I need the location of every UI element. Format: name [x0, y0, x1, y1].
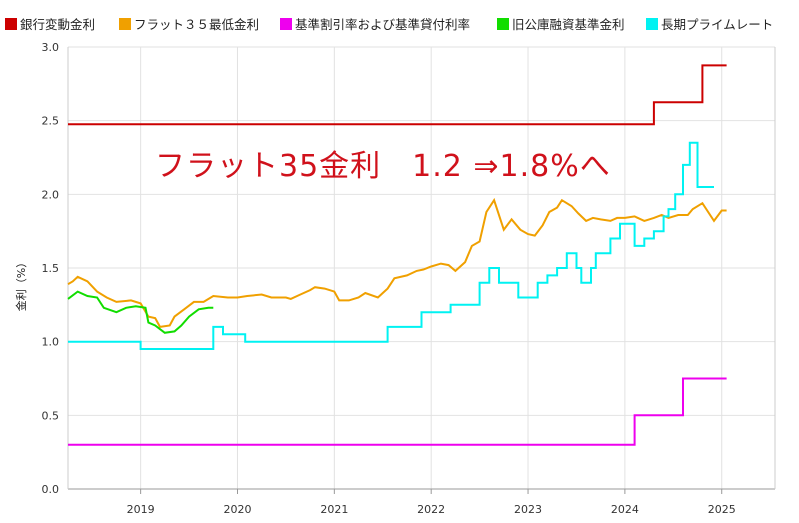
x-tick-label: 2020	[223, 503, 251, 516]
legend-label-2: フラット３５最低金利	[134, 17, 259, 32]
series-line-2	[67, 197, 727, 328]
series-line-1	[68, 64, 727, 126]
legend-swatch-5	[646, 18, 658, 30]
series-line-3	[68, 377, 727, 446]
y-tick-label: 2.0	[42, 188, 60, 201]
grid	[68, 46, 775, 490]
legend-swatch-3	[280, 18, 292, 30]
y-tick-label: 1.0	[42, 336, 60, 349]
axes: 0.0 0.5 1.0 1.5 2.0 2.5 3.0 2019 2020 2021 2022 202…	[42, 41, 776, 516]
x-tick-label: 2023	[514, 503, 542, 516]
legend-label-4: 旧公庫融資基準金利	[512, 17, 625, 32]
series-line-5	[68, 141, 714, 350]
legend-label-1: 銀行変動金利	[20, 17, 95, 32]
y-tick-label: 2.5	[42, 115, 60, 128]
x-tick-label: 2021	[320, 503, 348, 516]
legend-label-3: 基準割引率および基準貸付利率	[295, 17, 470, 32]
y-tick-label: 0.0	[42, 483, 60, 496]
x-tick-label: 2022	[417, 503, 445, 516]
y-tick-label: 1.5	[42, 262, 60, 275]
y-tick-label: 0.5	[42, 409, 60, 422]
legend-swatch-1	[5, 18, 17, 30]
y-axis-label: 金利（%）	[14, 257, 28, 311]
legend-swatch-4	[497, 18, 509, 30]
x-tick-label: 2019	[127, 503, 155, 516]
x-tick-label: 2025	[708, 503, 736, 516]
x-tick-label: 2024	[611, 503, 639, 516]
legend-label-5: 長期プライムレート	[661, 17, 773, 32]
annotation-text: フラット35金利 1.2 ⇒1.8%へ	[155, 149, 611, 184]
y-tick-label: 3.0	[42, 41, 60, 54]
legend: 銀行変動金利 フラット３５最低金利 基準割引率および基準貸付利率 旧公庫融資基準金利 長…	[5, 17, 773, 32]
series-lines	[67, 64, 727, 446]
legend-swatch-2	[119, 18, 131, 30]
series-line-4	[67, 290, 214, 334]
